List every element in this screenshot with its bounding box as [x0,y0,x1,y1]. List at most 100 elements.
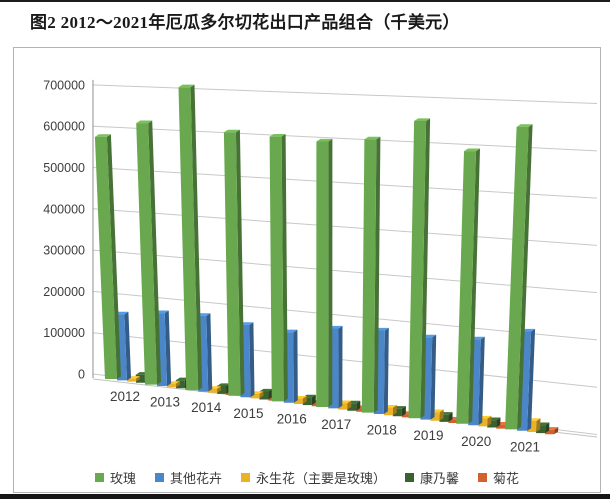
legend-label-3: 康乃馨 [420,471,460,486]
bar-side-s0-2018 [373,136,381,413]
bar-side-s3-2019 [448,412,453,422]
x-year-label-2015: 2015 [233,406,263,421]
y-tick-label-400000: 400000 [43,202,85,216]
bar-side-s1-2014 [206,313,213,392]
x-year-label-2016: 2016 [277,411,307,426]
bar-side-s1-2012 [124,311,131,381]
bar-top-s0-2017 [316,138,333,142]
bar-top-s0-2019 [414,118,431,121]
bar-side-s1-2018 [383,327,389,414]
bar-side-s0-2019 [420,118,431,419]
gridline-500000 [92,167,598,199]
bar-side-s2-2015 [259,391,264,399]
y-tick-label-600000: 600000 [43,120,85,134]
legend-item-1: 其他花卉 [154,468,222,487]
top-rule [0,0,610,2]
bar-side-s2-2021 [536,418,541,432]
bar-top-s3-2015 [259,388,273,392]
x-year-label-2019: 2019 [413,428,443,443]
bar-s2-2013 [166,383,177,388]
x-year-label-2014: 2014 [191,400,222,415]
y-tick-label-200000: 200000 [43,285,85,299]
bar-s0-2020 [456,151,476,424]
bar-side-s0-2016 [281,134,288,402]
bar-side-s2-2020 [487,415,492,427]
legend-label-0: 玫瑰 [109,471,136,486]
bar-side-s1-2017 [338,325,343,409]
bar-s0-2012 [94,136,117,379]
legend-swatch-4 [478,473,488,482]
bar-top-s0-2014 [178,84,195,88]
legend-item-3: 康乃馨 [405,468,459,487]
x-year-label-2021: 2021 [510,439,540,454]
bar-side-s3-2017 [356,400,361,411]
bar-s4-2019 [448,419,458,423]
legend-label-2: 永生花（主要是玫瑰） [255,471,386,486]
x-year-label-2012: 2012 [110,389,140,404]
bar-s0-2014 [178,87,199,391]
bar-side-s1-2019 [430,334,437,420]
chart-legend: 玫瑰 其他花卉 永生花（主要是玫瑰） 康乃馨 菊花 [14,468,600,487]
bar-side-s3-2018 [401,406,406,417]
bar-side-s2-2018 [392,405,397,416]
bar-side-s2-2014 [217,386,222,393]
bar-side-s1-2015 [249,322,255,398]
legend-swatch-3 [405,473,414,482]
bar-top-s0-2012 [94,134,111,137]
bottom-rule [0,494,610,499]
bar-top-s0-2013 [136,120,153,124]
bar-top-s0-2015 [223,129,240,133]
bar-top-s0-2016 [269,134,286,137]
bar-side-s2-2012 [135,376,140,382]
legend-swatch-1 [154,473,164,482]
legend-swatch-0 [94,473,104,482]
legend-item-4: 菊花 [478,468,519,487]
bar-top-s0-2020 [464,148,480,152]
y-tick-label-100000: 100000 [43,326,85,340]
bar-side-s0-2014 [190,84,203,391]
y-tick-label-0: 0 [78,368,85,382]
bar-s0-2021 [505,126,529,430]
bar-s0-2017 [316,141,329,407]
legend-item-0: 玫瑰 [94,468,136,487]
bar-side-s3-2021 [545,422,550,434]
x-year-label-2017: 2017 [321,417,351,432]
bar-s0-2015 [223,132,241,396]
bar-side-s1-2013 [164,310,172,386]
y-tick-label-500000: 500000 [43,161,85,175]
x-year-label-2013: 2013 [150,395,180,410]
bar-top-s0-2018 [364,136,381,140]
bar-top-s3-2014 [217,383,230,386]
bar-side-s2-2019 [439,409,444,421]
legend-item-2: 永生花（主要是玫瑰） [240,468,386,487]
legend-swatch-2 [240,473,250,482]
legend-label-4: 菊花 [493,471,520,486]
bar-side-s2-2013 [175,381,181,388]
bar-s0-2016 [269,136,284,402]
bar-side-s3-2016 [311,394,316,406]
bar-side-s2-2017 [347,400,352,410]
bar-side-s0-2020 [468,148,480,424]
bar-side-s3-2020 [496,417,501,428]
bar-side-s0-2015 [235,129,245,396]
bar-side-s4-2021 [554,427,559,435]
bar-side-s2-2016 [302,396,307,404]
gridline-700000 [92,84,598,105]
gridline-600000 [92,125,598,152]
bar-side-s1-2021 [527,328,536,431]
legend-label-1: 其他花卉 [169,471,222,486]
bar-side-s3-2015 [268,388,273,400]
y-tick-label-700000: 700000 [43,78,85,92]
bar-side-s0-2021 [517,124,533,430]
y-tick-label-300000: 300000 [43,244,85,258]
bar-s0-2018 [361,139,377,413]
x-year-label-2020: 2020 [461,434,491,449]
bar-top-s0-2021 [516,124,533,127]
bar-side-s1-2020 [478,336,485,426]
x-year-label-2018: 2018 [367,423,397,438]
bar-s0-2019 [408,121,427,419]
chart-title: 图2 2012～2021年厄瓜多尔切花出口产品组合（千美元） [30,13,460,32]
bar-top-s3-2013 [175,377,189,381]
